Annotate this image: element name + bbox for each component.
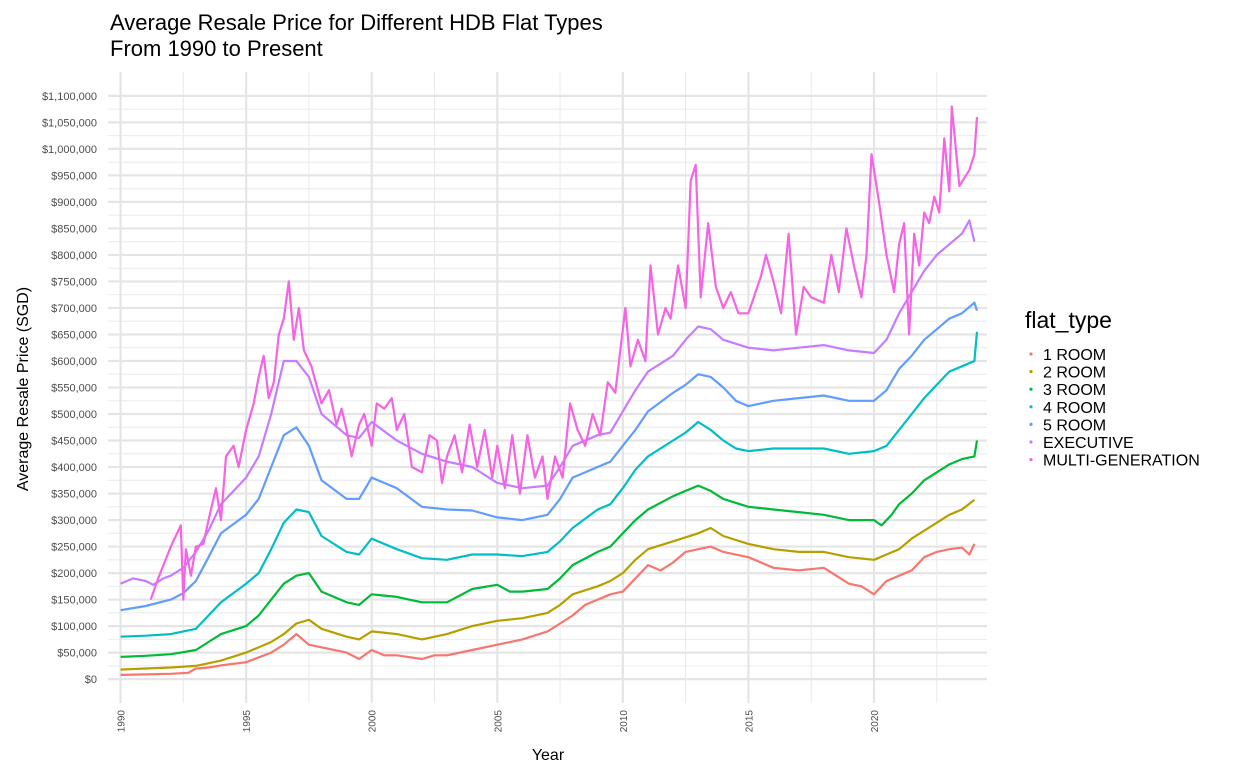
legend-label: MULTI-GENERATION xyxy=(1043,453,1200,470)
y-tick-label: $650,000 xyxy=(51,329,97,341)
legend-key xyxy=(1029,440,1033,444)
chart-title: Average Resale Price for Different HDB F… xyxy=(110,10,603,35)
y-tick-label: $800,000 xyxy=(51,250,97,262)
y-axis-title: Average Resale Price (SGD) xyxy=(15,287,32,491)
y-tick-label: $550,000 xyxy=(51,383,97,395)
x-tick-label: 1995 xyxy=(242,710,253,733)
legend-label: 1 ROOM xyxy=(1043,347,1106,364)
legend-title: flat_type xyxy=(1025,307,1112,333)
y-tick-label: $950,000 xyxy=(51,170,97,182)
series-line xyxy=(149,105,979,601)
legend-key xyxy=(1029,370,1033,374)
legend-key xyxy=(1029,387,1033,391)
chart-subtitle: From 1990 to Present xyxy=(110,36,323,61)
y-tick-label: $1,050,000 xyxy=(42,117,97,129)
y-tick-label: $1,100,000 xyxy=(42,91,97,103)
x-tick-label: 1990 xyxy=(117,710,128,733)
x-tick-label: 2005 xyxy=(493,710,504,733)
series-line xyxy=(120,301,979,612)
y-tick-label: $200,000 xyxy=(51,568,97,580)
x-tick-label: 2020 xyxy=(870,710,881,733)
series-line xyxy=(120,331,979,638)
y-tick-label: $750,000 xyxy=(51,276,97,288)
y-tick-label: $300,000 xyxy=(51,515,97,527)
legend-label: 3 ROOM xyxy=(1043,382,1106,399)
legend-key xyxy=(1029,458,1033,462)
legend-key xyxy=(1029,352,1033,356)
y-tick-label: $0 xyxy=(85,674,97,686)
legend-label: 4 ROOM xyxy=(1043,400,1106,417)
series-line xyxy=(120,440,979,658)
grid-lines xyxy=(108,72,987,703)
y-tick-label: $250,000 xyxy=(51,542,97,554)
legend-label: 5 ROOM xyxy=(1043,417,1106,434)
series-lines xyxy=(120,105,979,676)
y-tick-label: $350,000 xyxy=(51,489,97,501)
y-tick-label: $400,000 xyxy=(51,462,97,474)
x-tick-label: 2010 xyxy=(619,710,630,733)
y-tick-label: $150,000 xyxy=(51,595,97,607)
series-line xyxy=(120,543,976,676)
y-tick-label: $850,000 xyxy=(51,223,97,235)
x-tick-label: 2015 xyxy=(744,710,755,733)
y-tick-label: $100,000 xyxy=(51,621,97,633)
y-tick-label: $1,000,000 xyxy=(42,144,97,156)
y-tick-label: $900,000 xyxy=(51,197,97,209)
y-tick-label: $600,000 xyxy=(51,356,97,368)
x-axis-title: Year xyxy=(532,747,565,764)
legend-key xyxy=(1029,422,1033,426)
y-tick-label: $500,000 xyxy=(51,409,97,421)
x-tick-label: 2000 xyxy=(368,710,379,733)
y-tick-label: $50,000 xyxy=(57,648,97,660)
y-tick-label: $700,000 xyxy=(51,303,97,315)
series-line xyxy=(120,219,976,586)
legend-label: 2 ROOM xyxy=(1043,365,1106,382)
legend-key xyxy=(1029,405,1033,409)
legend-label: EXECUTIVE xyxy=(1043,435,1134,452)
series-line xyxy=(120,499,976,671)
y-tick-label: $450,000 xyxy=(51,436,97,448)
axis-ticks: $0 $50,000 $100,000 $150,000 $200,000 $250,00… xyxy=(42,91,881,732)
